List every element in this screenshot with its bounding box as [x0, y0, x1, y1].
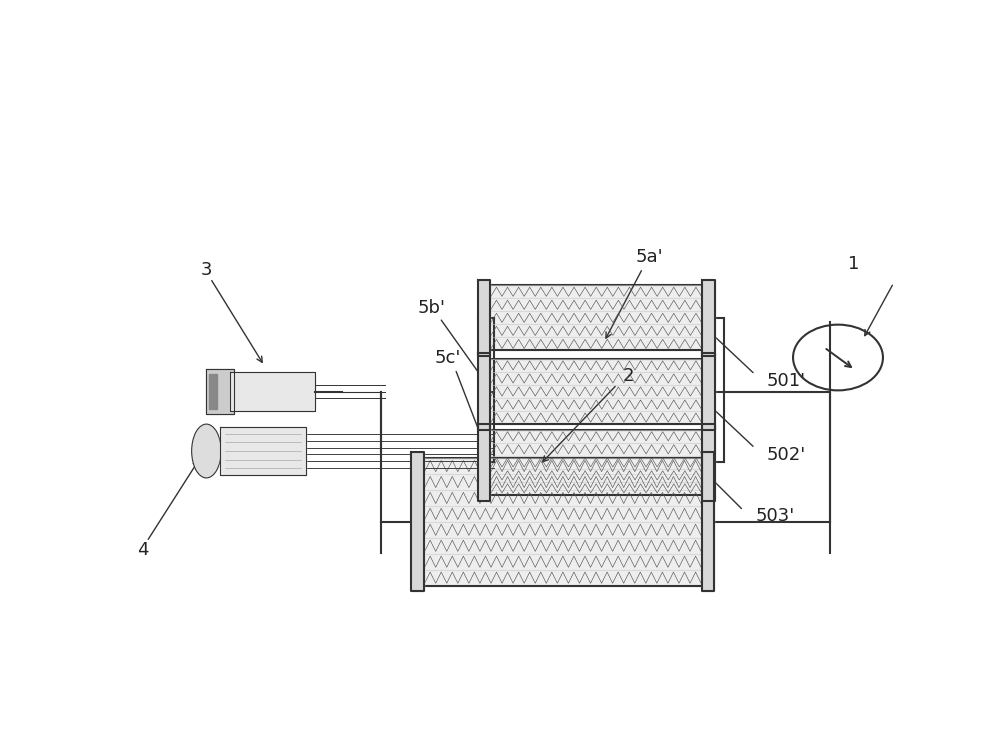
Text: 1: 1 — [848, 255, 859, 273]
Polygon shape — [484, 456, 709, 469]
Polygon shape — [418, 474, 708, 490]
Polygon shape — [411, 453, 424, 591]
Polygon shape — [220, 427, 306, 475]
Polygon shape — [484, 372, 709, 385]
Polygon shape — [484, 298, 709, 311]
Polygon shape — [484, 469, 709, 482]
Text: 5a': 5a' — [635, 248, 663, 266]
Polygon shape — [478, 353, 490, 430]
Polygon shape — [484, 286, 709, 298]
Text: 503': 503' — [755, 507, 794, 526]
Polygon shape — [478, 424, 490, 500]
Text: 4: 4 — [137, 541, 149, 559]
Polygon shape — [484, 443, 709, 456]
Text: 501': 501' — [767, 372, 806, 390]
Polygon shape — [418, 490, 708, 506]
Ellipse shape — [192, 424, 221, 478]
Polygon shape — [418, 506, 708, 522]
Polygon shape — [484, 430, 709, 495]
Polygon shape — [484, 337, 709, 350]
Polygon shape — [209, 374, 217, 409]
Polygon shape — [702, 353, 715, 430]
Text: 3: 3 — [201, 261, 212, 279]
Polygon shape — [418, 538, 708, 553]
Text: 5b': 5b' — [418, 299, 446, 316]
Polygon shape — [418, 570, 708, 586]
Polygon shape — [702, 280, 715, 356]
Polygon shape — [484, 411, 709, 424]
Text: 5c': 5c' — [434, 349, 461, 367]
Text: 2: 2 — [623, 367, 635, 385]
Polygon shape — [484, 398, 709, 411]
Polygon shape — [418, 458, 708, 586]
Polygon shape — [702, 424, 715, 500]
Polygon shape — [478, 280, 490, 356]
Polygon shape — [418, 522, 708, 538]
Polygon shape — [484, 325, 709, 337]
Polygon shape — [484, 430, 709, 443]
Text: 502': 502' — [767, 446, 806, 464]
Polygon shape — [484, 359, 709, 372]
Polygon shape — [230, 372, 315, 411]
Polygon shape — [484, 359, 709, 424]
Polygon shape — [206, 369, 234, 414]
Polygon shape — [702, 453, 714, 591]
Polygon shape — [484, 385, 709, 398]
Polygon shape — [484, 482, 709, 495]
Polygon shape — [484, 286, 709, 350]
Polygon shape — [418, 553, 708, 570]
Polygon shape — [418, 458, 708, 474]
Polygon shape — [484, 311, 709, 325]
